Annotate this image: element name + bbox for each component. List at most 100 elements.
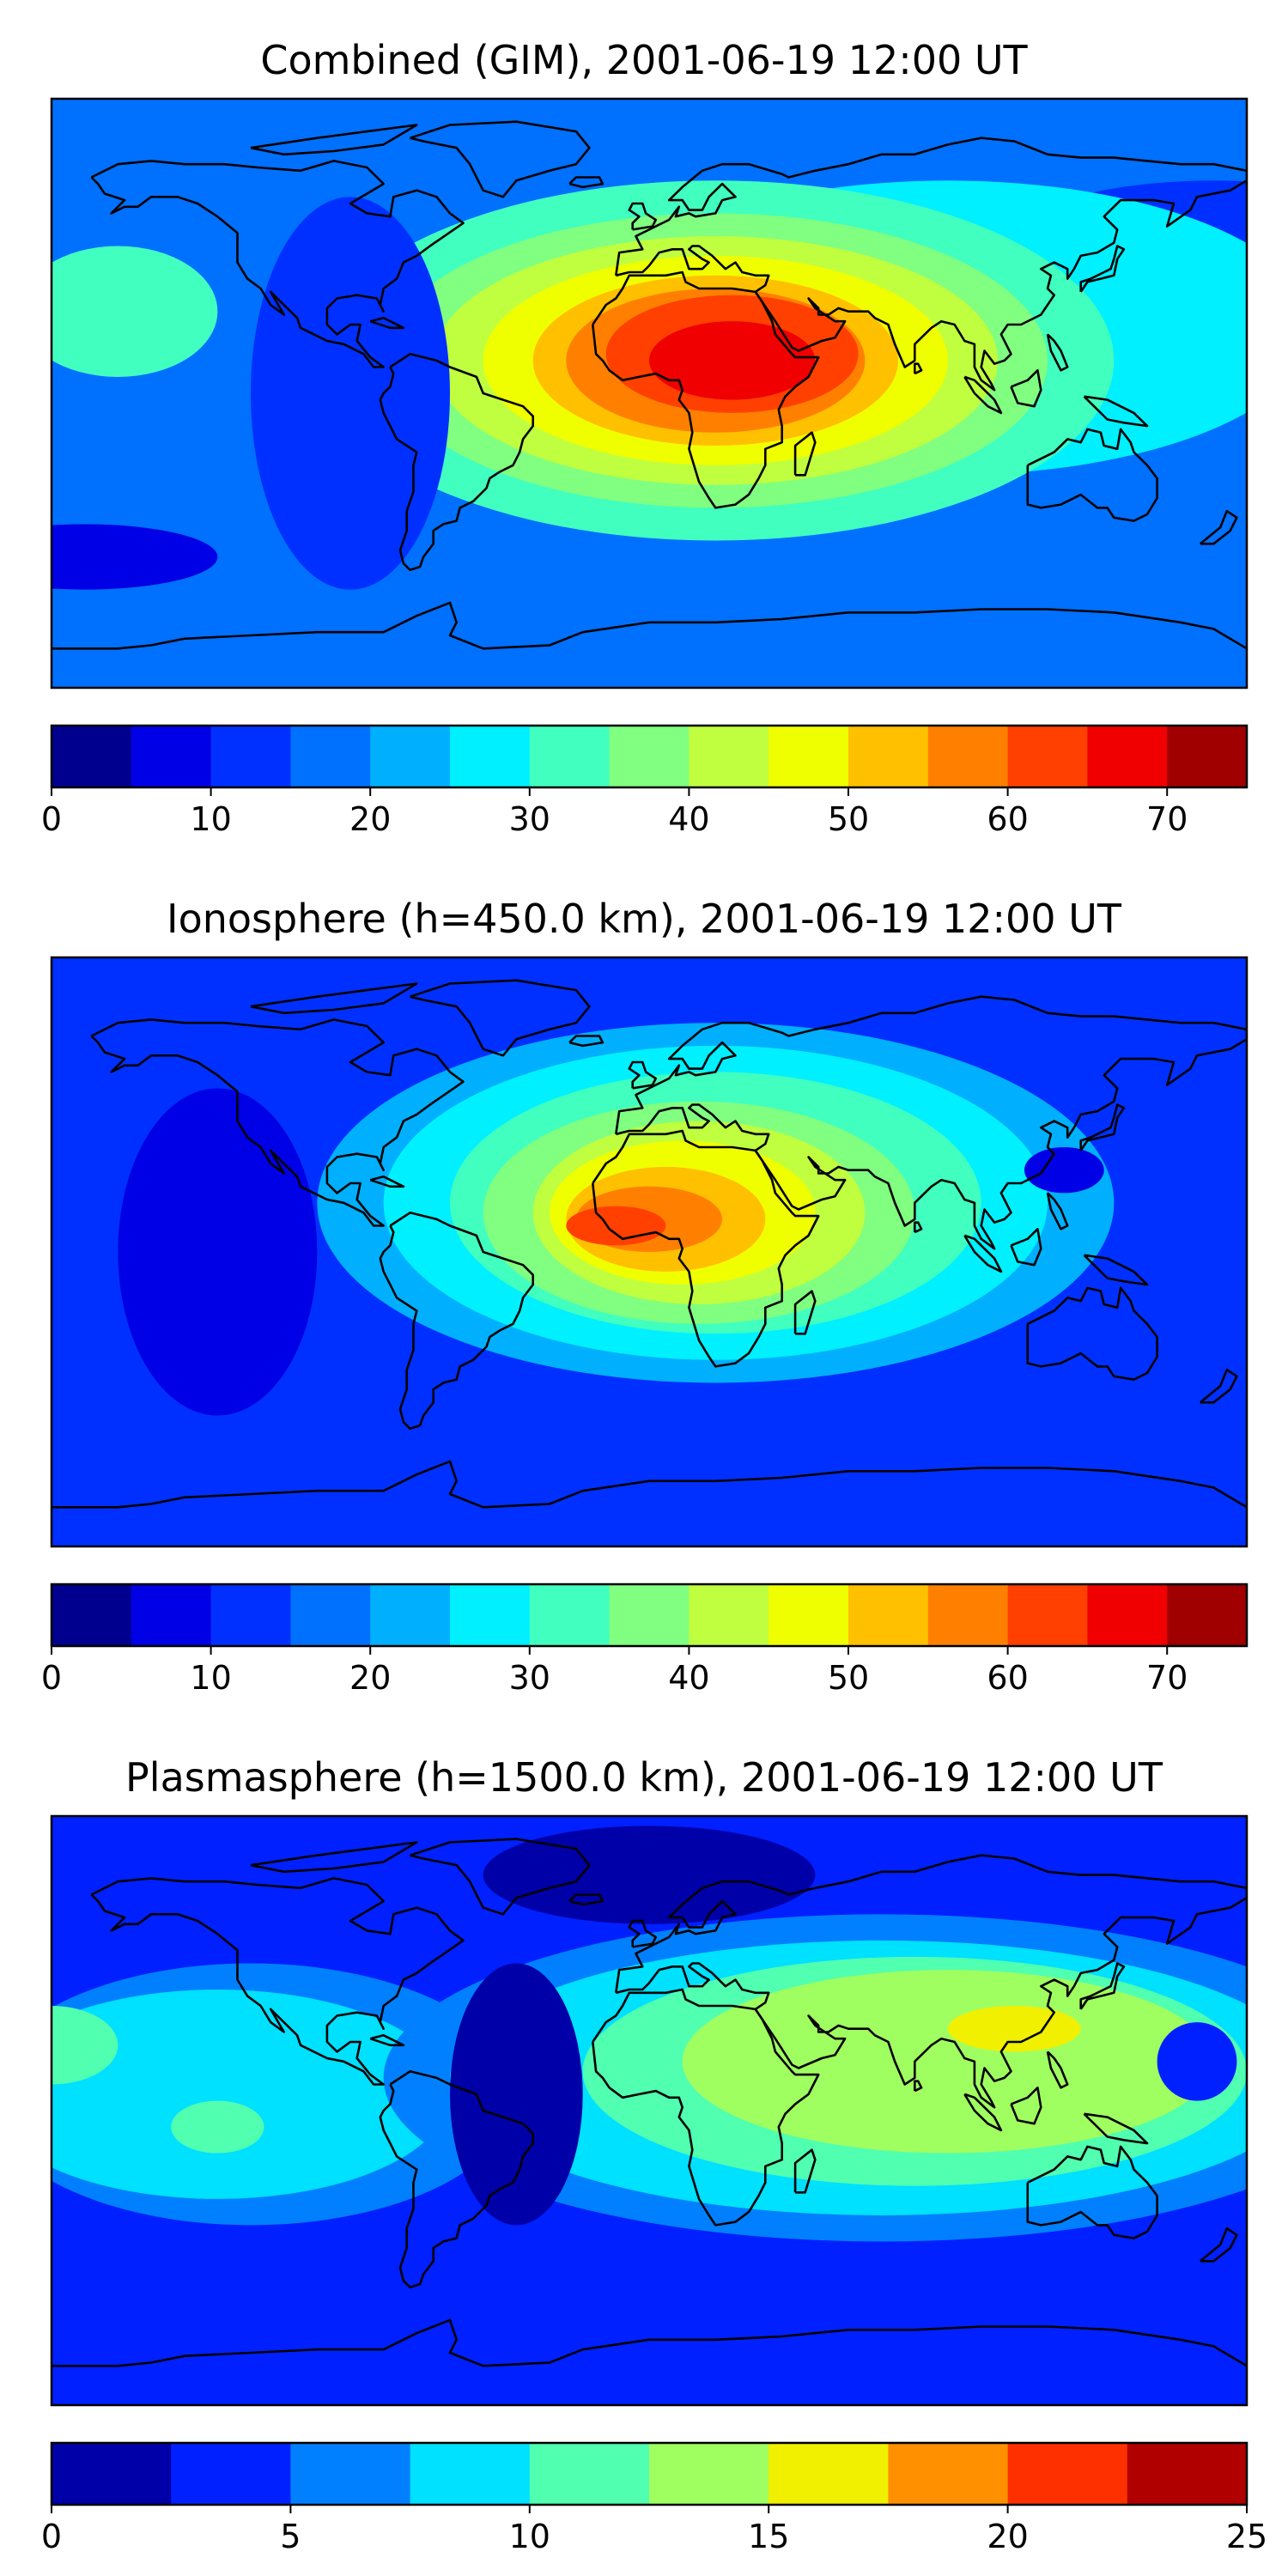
coastline: [615, 137, 1247, 392]
colorbar-segment: [529, 726, 611, 787]
coastline: [793, 2148, 817, 2194]
contour-region: [649, 321, 816, 400]
contour-region: [118, 1088, 318, 1416]
coastline: [628, 202, 657, 231]
coastline: [963, 375, 1003, 415]
colorbar-segment: [52, 1584, 132, 1646]
coastline: [914, 362, 923, 375]
colorbar-tick-label: 30: [509, 800, 550, 838]
colorbar-segment: [769, 1584, 849, 1646]
contour-region: [251, 197, 450, 590]
coastline: [1010, 2087, 1042, 2125]
map-frame: [50, 1814, 1249, 2407]
colorbar-segment: [769, 726, 849, 787]
map-area: [50, 1814, 1249, 2407]
colorbar-tick-label: 40: [668, 800, 709, 838]
coastline: [568, 1893, 605, 1906]
coastline: [1200, 509, 1238, 545]
colorbar-segment: [848, 726, 929, 787]
colorbar-frame: [50, 1583, 1249, 1648]
colorbar-tick-label: 25: [1226, 2518, 1267, 2555]
colorbar-segment: [1127, 2443, 1248, 2505]
panel-1-title: Combined (GIM), 2001-06-19 12:00 UT: [260, 37, 1028, 83]
panel-2-title: Ionosphere (h=450.0 km), 2001-06-19 12:0…: [167, 896, 1121, 942]
colorbar-segment: [529, 1584, 611, 1646]
colorbar-tick-label: 60: [987, 1659, 1028, 1697]
coastline: [793, 1290, 817, 1335]
colorbar-segment: [529, 2443, 650, 2505]
colorbar-segment: [210, 1584, 291, 1646]
colorbar-segment: [927, 726, 1009, 787]
colorbar-tick-label: 10: [509, 2518, 550, 2555]
coastline: [52, 601, 1247, 650]
colorbar-tick-label: 40: [668, 1659, 709, 1697]
coastline: [914, 2080, 923, 2093]
coastline: [1079, 245, 1126, 293]
coastline: [379, 353, 534, 572]
colorbar: 0 10 20 30 40 50 60 70: [41, 724, 1249, 838]
colorbar-segment: [131, 1584, 212, 1646]
coastline: [592, 270, 820, 509]
colorbar-segment: [290, 2443, 411, 2505]
coastline: [1200, 2227, 1238, 2263]
contour-region: [450, 1963, 583, 2226]
coastline: [52, 1460, 1247, 1509]
coastline: [1083, 2112, 1149, 2145]
coastline: [1010, 1228, 1042, 1267]
colorbar-segment: [689, 726, 769, 787]
colorbar-segment: [290, 1584, 371, 1646]
map-area: [50, 97, 1249, 690]
coastline: [410, 1838, 591, 1916]
colorbar-segment: [1087, 1584, 1168, 1646]
coastline: [1046, 2050, 1069, 2089]
colorbar-tick-label: 5: [280, 2518, 301, 2555]
panel-3-title: Plasmasphere (h=1500.0 km), 2001-06-19 1…: [125, 1754, 1163, 1801]
coastline: [1079, 1103, 1126, 1151]
coastline: [568, 1035, 605, 1048]
contour-region: [52, 246, 218, 377]
coastline: [1026, 428, 1158, 522]
colorbar-tick-label: 15: [748, 2518, 789, 2555]
colorbar-segment: [370, 1584, 451, 1646]
coastline: [369, 317, 405, 330]
coastline: [793, 431, 817, 477]
contour-region: [566, 1206, 666, 1246]
coastline: [410, 120, 591, 198]
colorbar-segment: [888, 2443, 1009, 2505]
coastline: [379, 1212, 534, 1431]
coastline: [250, 124, 418, 156]
contour-region: [682, 1970, 1214, 2154]
colorbar-segment: [1087, 726, 1168, 787]
contour-region: [171, 2100, 264, 2154]
coastline: [1026, 2145, 1158, 2239]
coastline: [914, 1221, 923, 1234]
colorbar-tick-label: 50: [828, 800, 869, 838]
coastline: [1079, 1962, 1126, 2010]
contour-region: [1157, 2022, 1237, 2101]
colorbar-segment: [1007, 726, 1088, 787]
coastline: [90, 1018, 465, 1227]
colorbar-tick-label: 60: [987, 800, 1028, 838]
colorbar-segment: [210, 726, 291, 787]
colorbar-segment: [450, 726, 531, 787]
colorbar-segment: [370, 726, 451, 787]
colorbar-segment: [609, 726, 690, 787]
contour-region: [52, 2006, 118, 2085]
colorbar-segment: [1007, 1584, 1088, 1646]
map-frame: [50, 97, 1249, 690]
coastline: [568, 176, 605, 189]
contour-region: [1024, 1147, 1104, 1194]
colorbar-segment: [52, 726, 132, 787]
colorbar-segment: [769, 2443, 889, 2505]
colorbar-segment: [1167, 726, 1248, 787]
contour-region: [948, 2006, 1081, 2052]
coastline: [592, 1129, 820, 1368]
colorbar-segment: [609, 1584, 690, 1646]
colorbar-tick-label: 50: [828, 1659, 869, 1697]
colorbar-tick-label: 70: [1146, 800, 1188, 838]
colorbar-tick-label: 10: [190, 1659, 231, 1697]
contour-region: [483, 1826, 816, 1924]
coastline: [628, 1060, 657, 1090]
